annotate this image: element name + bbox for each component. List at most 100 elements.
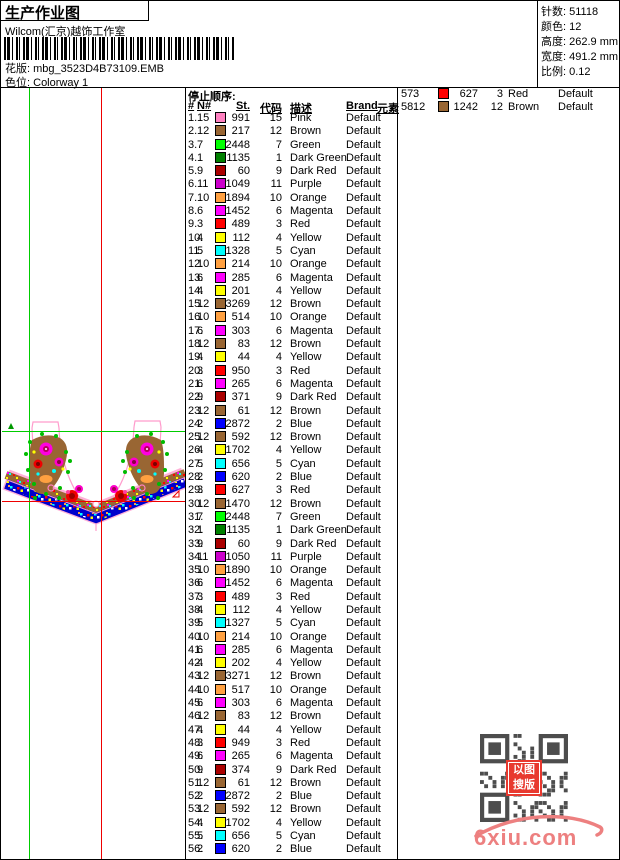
row-brand: Default [346, 643, 381, 656]
table-row: 17. 6 303 6 Magenta Default [186, 324, 397, 338]
row-stop-number: 51. [188, 776, 204, 789]
panel-divider-left [185, 88, 186, 859]
row-color-swatch [215, 670, 226, 682]
row-color-swatch [215, 218, 226, 230]
row-color-description: Brown [290, 404, 322, 417]
row-needle-number: 12 [197, 298, 210, 311]
row-stitch-count: 2448 [225, 138, 250, 151]
row-needle-number: 7 [197, 138, 204, 151]
row-stop-number: 36. [188, 577, 204, 590]
table-row: 40. 10 214 10 Orange Default [186, 630, 397, 644]
row-needle-number: 4 [197, 816, 204, 829]
row-brand: Default [346, 683, 381, 696]
row-needle-number: 4 [197, 231, 204, 244]
row-stitch-count: 627 [231, 484, 250, 497]
row-color-swatch [215, 564, 226, 576]
row-color-code: 6 [275, 697, 282, 710]
row-color-code: 1 [275, 151, 282, 164]
red-stamp: 以图 搜版 [506, 760, 542, 796]
row-brand: Default [346, 258, 381, 271]
row-color-description: Magenta [290, 697, 333, 710]
color-sequence-column-1: 1. 15 991 15 Pink Default 2. 12 217 12 Brown Defaul… [186, 112, 397, 857]
row-stop-number: 7. [188, 191, 198, 204]
table-row: 23. 12 61 12 Brown Default [186, 404, 397, 418]
row-color-code: 7 [275, 510, 282, 523]
row-color-swatch [215, 364, 226, 376]
row-color-swatch [215, 603, 226, 615]
row-color-code: 11 [270, 178, 282, 191]
row-color-description: Magenta [290, 577, 333, 590]
row-color-description: Pink [290, 112, 312, 124]
row-color-code: 7 [275, 138, 282, 151]
row-stop-number: 52. [188, 790, 204, 803]
row-color-swatch [215, 617, 226, 629]
table-row: 28. 2 620 2 Blue Default [186, 471, 397, 484]
table-row: 54. 4 1702 4 Yellow Default [186, 816, 397, 830]
row-color-swatch [215, 763, 226, 775]
row-stitch-count: 1452 [225, 577, 250, 590]
row-color-description: Dark Red [290, 391, 337, 404]
table-row: 33. 9 60 9 Dark Red Default [186, 537, 397, 551]
row-color-code: 4 [275, 351, 282, 364]
row-color-swatch [215, 497, 226, 509]
row-color-description: Dark Green [290, 151, 347, 164]
row-brand: Default [346, 723, 381, 736]
company-name: Wilcom(汇京)越饰工作室 [5, 26, 126, 38]
row-stitch-count: 620 [231, 843, 250, 856]
row-color-swatch [215, 457, 226, 469]
row-color-code: 6 [275, 643, 282, 656]
table-row: 29. 3 627 3 Red Default [186, 484, 397, 497]
row-color-swatch [215, 377, 226, 389]
row-color-code: 12 [269, 670, 282, 683]
row-color-code: 6 [275, 324, 282, 337]
row-brand: Default [346, 537, 381, 550]
row-needle-number: 12 [197, 497, 210, 510]
row-color-description: Magenta [290, 205, 333, 218]
row-color-code: 6 [275, 750, 282, 763]
row-needle-number: 6 [197, 643, 204, 656]
row-stitch-count: 1050 [225, 550, 250, 563]
row-color-swatch [215, 125, 226, 137]
row-stitch-count: 265 [231, 377, 250, 390]
row-stop-number: 47. [188, 723, 204, 736]
design-preview [2, 88, 185, 859]
row-color-code: 4 [275, 231, 282, 244]
row-color-swatch [215, 524, 226, 536]
row-color-description: Cyan [290, 617, 316, 630]
row-color-swatch [215, 510, 226, 522]
row-color-swatch [215, 284, 226, 296]
color-count-line: 颜色: 12 [541, 21, 582, 33]
row-stop-number: 31. [188, 510, 204, 523]
row-needle-number: 2 [197, 843, 204, 856]
row-color-swatch [215, 723, 226, 735]
row-stitch-count: 1470 [225, 497, 250, 510]
row-stop-number: 37. [188, 590, 204, 603]
row-stitch-count: 2448 [225, 510, 250, 523]
row-brand: Default [346, 298, 381, 311]
row-color-code: 9 [275, 391, 282, 404]
row-stop-number: 35. [188, 564, 204, 577]
row-brand: Default [346, 524, 381, 537]
row-stop-number: 40. [188, 630, 204, 643]
table-row: 7. 10 1894 10 Orange Default [186, 191, 397, 205]
table-row: 30. 12 1470 12 Brown Default [186, 497, 397, 511]
row-color-description: Purple [290, 178, 322, 191]
row-color-code: 3 [275, 218, 282, 231]
row-brand: Default [346, 165, 381, 178]
row-color-code: 2 [275, 417, 282, 430]
table-row: 44. 10 517 10 Orange Default [186, 683, 397, 697]
stitch-count-line: 针数: 51118 [541, 6, 599, 18]
table-row: 57. 3 627 3 Red Default [400, 88, 619, 101]
row-needle-number: 1 [197, 151, 204, 164]
table-row: 14. 4 201 4 Yellow Default [186, 284, 397, 298]
row-needle-number: 4 [197, 657, 204, 670]
row-brand: Default [346, 550, 381, 563]
row-color-code: 9 [275, 165, 282, 178]
row-stop-number: 56. [188, 843, 204, 856]
row-color-swatch [215, 324, 226, 336]
row-color-code: 2 [275, 843, 282, 856]
row-color-code: 12 [269, 431, 282, 444]
row-color-description: Orange [290, 683, 327, 696]
row-stitch-count: 1890 [225, 564, 250, 577]
row-color-code: 9 [275, 537, 282, 550]
